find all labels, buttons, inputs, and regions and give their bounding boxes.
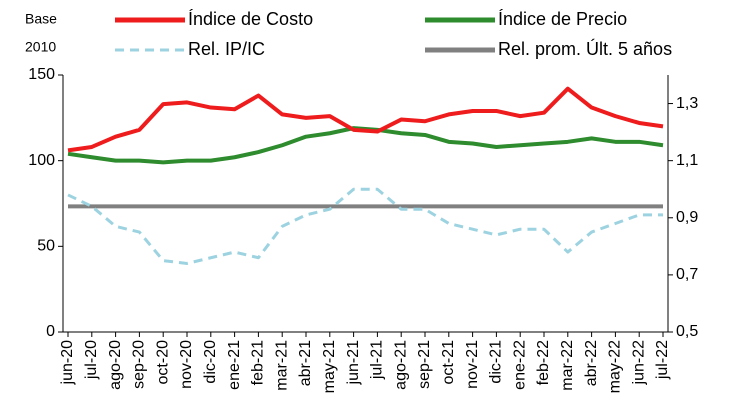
y-tick-label: 100 [28,152,55,169]
x-tick-label: nov-21 [464,340,481,389]
series-line [67,126,664,165]
x-tick-label: dic-20 [202,340,219,384]
x-tick-label: jul-20 [83,340,100,380]
x-tick-label: mar-21 [273,340,290,391]
x-tick-label: sep-21 [416,340,433,389]
x-tick-label: dic-21 [488,340,505,384]
y-label: Base [25,11,57,27]
x-tick-label: abr-21 [297,340,314,386]
x-tick-label: abr-22 [583,340,600,386]
x-tick-label: ene-21 [226,340,243,390]
y-tick-label: 50 [37,238,55,255]
legend-label: Rel. prom. Últ. 5 años [498,38,672,59]
y-tick-label: 150 [28,66,55,83]
x-tick-label: jul-21 [369,340,386,380]
series-line [67,86,664,153]
x-tick-label: feb-21 [250,340,267,385]
series-line [67,187,663,265]
x-tick-label: oct-20 [154,340,171,385]
x-tick-label: mar-22 [559,340,576,391]
x-tick-label: oct-21 [440,340,457,385]
y-tick-label: 0 [46,323,55,340]
x-tick-label: jun-22 [630,340,647,386]
x-tick-label: feb-22 [535,340,552,385]
y2-tick-label: 0,7 [676,266,698,283]
x-tick-label: may-21 [321,340,338,393]
legend-label: Índice de Precio [498,9,627,29]
x-tick-label: ago-21 [392,340,409,390]
legend-label: Rel. IP/IC [188,39,265,59]
x-tick-label: nov-20 [178,340,195,389]
y2-tick-label: 0,5 [676,323,698,340]
y2-tick-label: 0,9 [676,209,698,226]
legend-label: Índice de Costo [188,9,313,29]
x-tick-label: ago-20 [107,340,124,390]
y2-tick-label: 1,3 [676,95,698,112]
x-tick-label: ene-22 [511,340,528,390]
x-tick-label: jul-22 [654,340,671,380]
y-label: 2010 [25,39,56,55]
y2-tick-label: 1,1 [676,152,698,169]
x-tick-label: jun-21 [345,340,362,386]
x-tick-label: sep-20 [131,340,148,389]
x-tick-label: may-22 [607,340,624,393]
x-tick-label: jun-20 [59,340,76,386]
